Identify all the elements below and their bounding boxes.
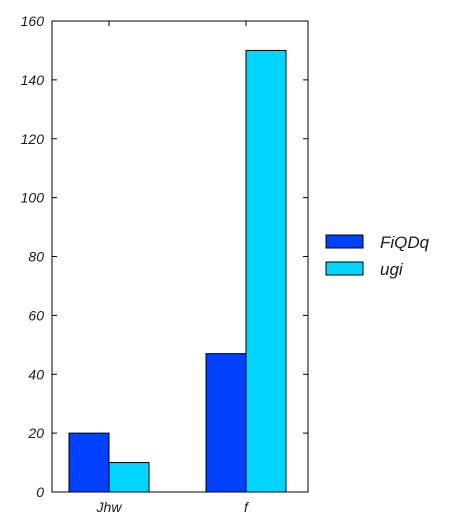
legend-swatch-FiQDq [325,234,364,249]
y-tick-label-80: 80 [28,249,44,265]
legend-label-FiQDq: FiQDq [380,233,430,252]
y-tick-label-20: 20 [27,425,44,441]
y-tick-label-0: 0 [36,484,44,500]
bars-layer [68,49,287,493]
y-tick-label-60: 60 [28,307,44,323]
y-tick-label-140: 140 [21,72,45,88]
x-tick-label-Jhw: Jhw [96,499,123,515]
y-tick-label-120: 120 [21,131,45,147]
x-tick-label-f: f [244,499,250,515]
y-tick-label-160: 160 [21,13,45,29]
y-tick-label-40: 40 [28,366,44,382]
bar-ugi-Jhw [108,462,150,493]
bar-FiQDq-f [205,353,247,493]
legend-swatch-ugi [325,261,364,276]
bar-FiQDq-Jhw [68,432,110,493]
legend-label-ugi: ugi [380,260,404,279]
y-tick-label-100: 100 [21,190,45,206]
legend: FiQDq ugi [325,233,430,279]
bar-ugi-f [245,49,287,493]
axes-layer: 0 20 40 60 80 100 120 140 160 Jhw f [21,13,309,515]
